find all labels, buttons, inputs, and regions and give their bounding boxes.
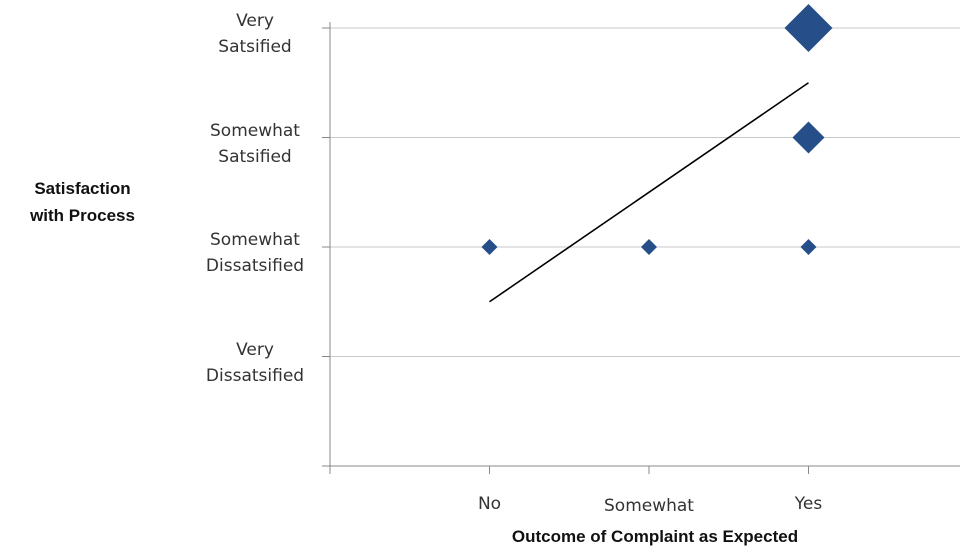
y-tick-label: Very Satsified <box>185 8 325 60</box>
y-tick-label-line: Satsified <box>218 37 292 57</box>
trendline <box>489 82 809 303</box>
y-tick-label-line: Dissatsified <box>205 256 305 276</box>
data-point <box>481 239 498 255</box>
y-tick-label-line: Satsified <box>218 146 292 167</box>
y-tick-label-line: Very <box>236 339 274 360</box>
y-tick-label-line: Very <box>236 11 274 31</box>
x-axis-title-text: Outcome of Complaint as Expected <box>511 527 799 546</box>
data-point <box>641 239 657 255</box>
x-tick-label: Yes <box>794 494 823 514</box>
y-axis-title-text: Satisfaction with Process <box>0 175 165 229</box>
y-tick-label-line: Dissatsified <box>205 365 305 386</box>
x-axis-title: Outcome of Complaint as Expected <box>380 527 930 547</box>
y-axis-title-line: Satisfaction <box>34 179 131 198</box>
x-tick-label: No <box>477 494 502 514</box>
y-axis-title-line: with Process <box>30 206 135 225</box>
y-tick-label: Somewhat Satsified <box>185 118 325 170</box>
x-tick-label: Somewhat <box>604 496 694 516</box>
data-point <box>800 239 817 255</box>
y-tick-label-line: Somewhat <box>210 230 300 250</box>
data-point <box>784 4 833 52</box>
y-tick-label: Somewhat Dissatsified <box>185 227 325 279</box>
data-point <box>792 121 825 154</box>
y-tick-label: Very Dissatsified <box>185 337 325 389</box>
y-axis-title: Satisfaction with Process <box>0 175 165 229</box>
y-tick-label-line: Somewhat <box>210 120 300 141</box>
